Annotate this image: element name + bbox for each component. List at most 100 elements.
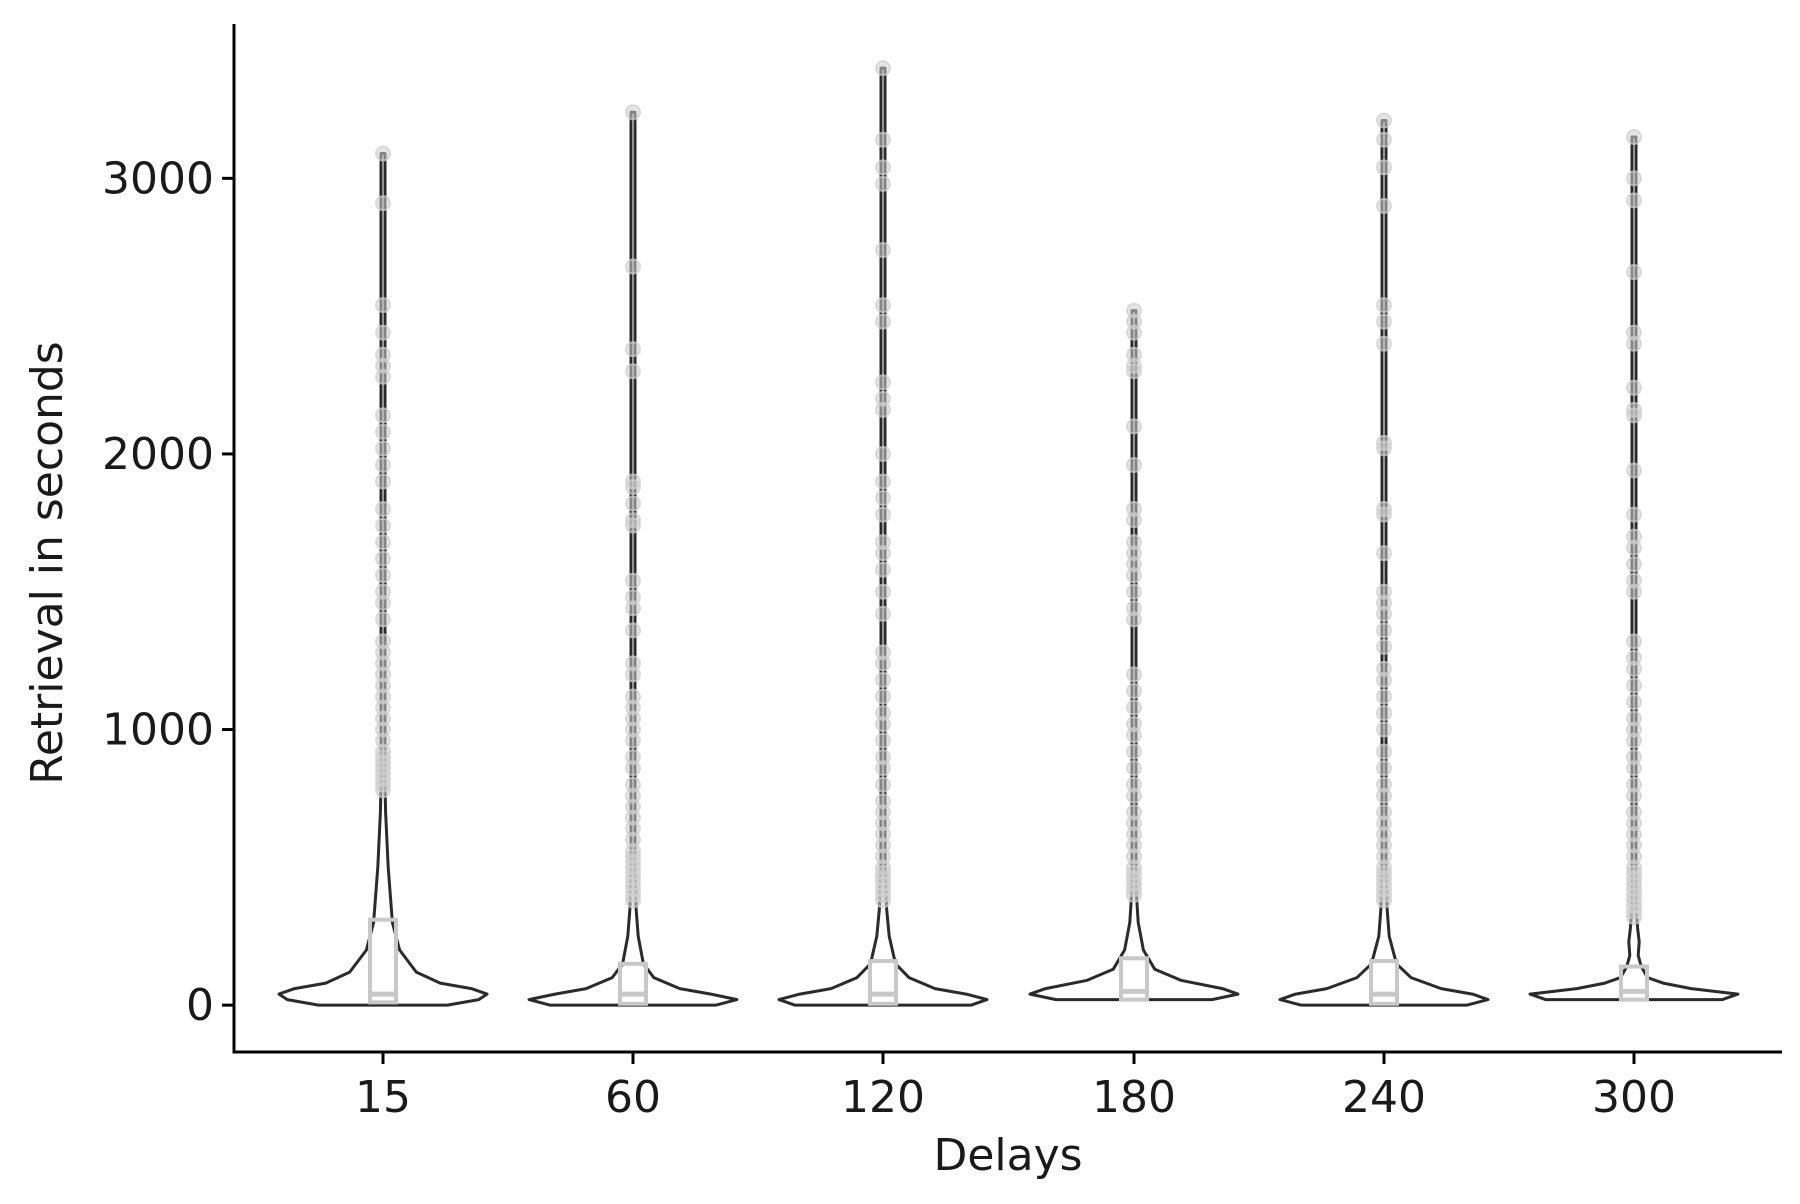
- outlier-point: [875, 644, 891, 661]
- outlier-point: [1376, 297, 1392, 314]
- outlier-point: [875, 159, 891, 176]
- outlier-point: [1626, 556, 1642, 573]
- outlier-point: [1126, 583, 1142, 600]
- outlier-point: [1626, 462, 1642, 479]
- outlier-point: [1626, 379, 1642, 396]
- outlier-point: [1126, 760, 1142, 777]
- outlier-point: [1376, 335, 1392, 352]
- outlier-point: [625, 363, 641, 380]
- outlier-point: [875, 390, 891, 407]
- outlier-point: [875, 313, 891, 330]
- outlier-point: [625, 512, 641, 529]
- outlier-point: [1626, 192, 1642, 209]
- outlier-point: [875, 605, 891, 622]
- outlier-point: [1126, 776, 1142, 793]
- outlier-point: [875, 131, 891, 148]
- outlier-point: [625, 688, 641, 705]
- outlier-points-layer: [375, 60, 1642, 925]
- outlier-point: [1626, 776, 1642, 793]
- outlier-point: [625, 258, 641, 275]
- outlier-point: [625, 341, 641, 358]
- outlier-point: [875, 793, 891, 810]
- outlier-point: [625, 589, 641, 606]
- outlier-point: [875, 583, 891, 600]
- outlier-point: [375, 633, 391, 650]
- outlier-point: [1376, 112, 1392, 129]
- outlier-point: [1126, 418, 1142, 435]
- outlier-point: [1126, 501, 1142, 518]
- box-15: [368, 917, 398, 1005]
- outlier-point: [1626, 633, 1642, 650]
- outlier-point: [375, 473, 391, 490]
- outlier-point: [875, 732, 891, 749]
- outlier-point: [1626, 528, 1642, 545]
- outlier-point: [1626, 128, 1642, 145]
- outlier-point: [1626, 710, 1642, 727]
- outlier-point: [1376, 583, 1392, 600]
- outlier-point: [1626, 804, 1642, 821]
- x-tick-label: 180: [1092, 1072, 1176, 1123]
- outlier-point: [1626, 264, 1642, 281]
- axes-layer: [232, 24, 1782, 1054]
- outlier-point: [625, 495, 641, 512]
- outlier-point: [375, 195, 391, 212]
- outlier-point: [1126, 699, 1142, 716]
- outlier-point: [1126, 600, 1142, 617]
- outlier-point: [625, 749, 641, 766]
- outlier-point: [375, 534, 391, 551]
- outlier-point: [1376, 804, 1392, 821]
- outlier-point: [625, 104, 641, 121]
- y-tick-label: 2000: [102, 429, 214, 480]
- outlier-point: [875, 175, 891, 192]
- y-tick-label: 0: [186, 980, 214, 1031]
- outlier-point: [375, 567, 391, 584]
- outlier-point: [1376, 197, 1392, 214]
- outlier-point: [375, 423, 391, 440]
- y-tick-label: 3000: [102, 153, 214, 204]
- outlier-point: [875, 490, 891, 507]
- outlier-point: [875, 688, 891, 705]
- outlier-point: [1126, 346, 1142, 363]
- outlier-point: [375, 440, 391, 457]
- outlier-point: [1626, 170, 1642, 187]
- x-tick-label: 60: [605, 1072, 661, 1123]
- outlier-point: [625, 655, 641, 672]
- y-tick-label: 1000: [102, 705, 214, 756]
- outlier-point: [1376, 501, 1392, 518]
- outlier-point: [1376, 660, 1392, 677]
- outlier-point: [375, 550, 391, 567]
- outlier-point: [375, 145, 391, 162]
- outlier-point: [1626, 324, 1642, 341]
- outlier-point: [1376, 760, 1392, 777]
- outlier-point: [1626, 677, 1642, 694]
- outlier-point: [375, 501, 391, 518]
- outlier-point: [1376, 776, 1392, 793]
- outlier-point: [375, 611, 391, 628]
- outlier-point: [875, 473, 891, 490]
- outlier-point: [875, 374, 891, 391]
- x-tick-label: 15: [355, 1072, 411, 1123]
- box-60: [618, 961, 648, 1006]
- outlier-point: [375, 583, 391, 600]
- outlier-point: [1126, 534, 1142, 551]
- x-tick-label: 120: [841, 1072, 925, 1123]
- outlier-point: [1376, 638, 1392, 655]
- outlier-point: [875, 506, 891, 523]
- outlier-point: [375, 407, 391, 424]
- box-120: [868, 959, 898, 1006]
- outlier-point: [875, 534, 891, 551]
- outlier-point: [1126, 302, 1142, 319]
- outlier-point: [1126, 716, 1142, 733]
- outlier-point: [875, 297, 891, 314]
- outlier-point: [1626, 693, 1642, 710]
- outlier-point: [1126, 804, 1142, 821]
- outlier-point: [1376, 313, 1392, 330]
- y-axis-title: Retrieval in seconds: [22, 341, 73, 784]
- outlier-point: [1376, 545, 1392, 562]
- outlier-point: [1376, 743, 1392, 760]
- outlier-point: [875, 241, 891, 258]
- outlier-point: [1376, 622, 1392, 639]
